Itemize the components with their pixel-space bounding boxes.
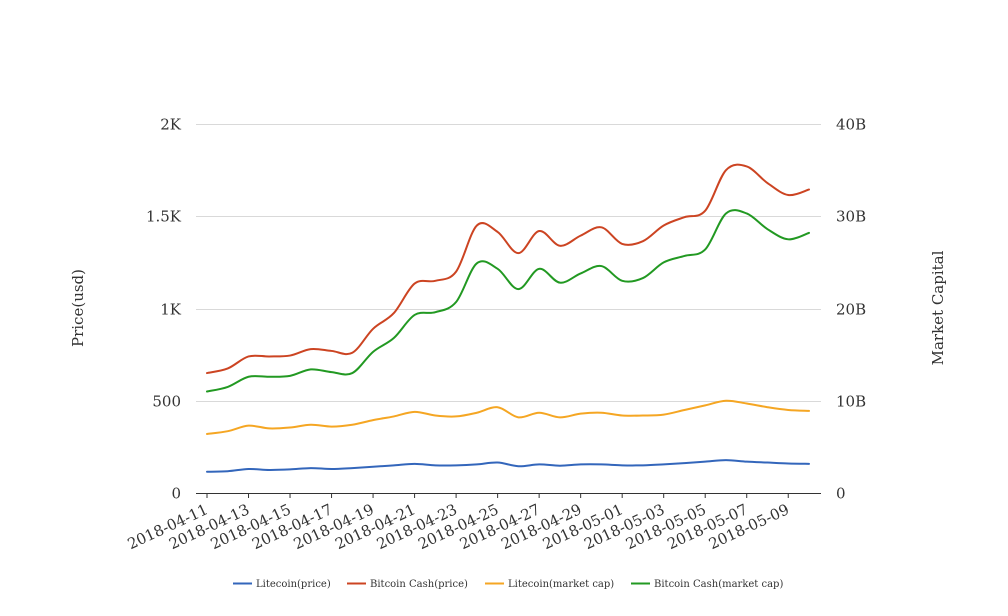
grid-lines [196, 124, 821, 402]
series-lines [206, 163, 810, 473]
right-tick-label: 0 [836, 485, 846, 503]
x-axis-ticks: 2018-04-112018-04-132018-04-152018-04-17… [125, 493, 792, 553]
legend: Litecoin(price) Bitcoin Cash(price) Liteco… [233, 579, 783, 590]
right-tick-label: 40B [836, 116, 866, 134]
left-tick-label: 500 [152, 393, 181, 411]
series-line-1 [206, 459, 810, 473]
left-tick-label: 1K [160, 301, 182, 319]
right-axis-title: Market Capital [929, 250, 947, 365]
legend-label: Litecoin(price) [256, 579, 331, 590]
right-tick-label: 20B [836, 301, 866, 319]
left-tick-label: 1.5K [146, 208, 182, 226]
left-tick-label: 2K [160, 116, 182, 134]
series-line-3 [206, 399, 810, 435]
left-axis-ticks: 0 500 1K 1.5K 2K [146, 116, 182, 503]
right-tick-label: 10B [836, 393, 866, 411]
legend-label: Litecoin(market cap) [508, 579, 614, 590]
legend-label: Bitcoin Cash(market cap) [654, 579, 783, 590]
series-line-2 [206, 163, 810, 375]
legend-label: Bitcoin Cash(price) [370, 579, 468, 590]
left-tick-label: 0 [171, 485, 181, 503]
left-axis-title: Price(usd) [69, 269, 87, 347]
right-axis-ticks: 0 10B 20B 30B 40B [836, 116, 866, 503]
right-tick-label: 30B [836, 208, 866, 226]
series-line-4 [206, 209, 810, 393]
